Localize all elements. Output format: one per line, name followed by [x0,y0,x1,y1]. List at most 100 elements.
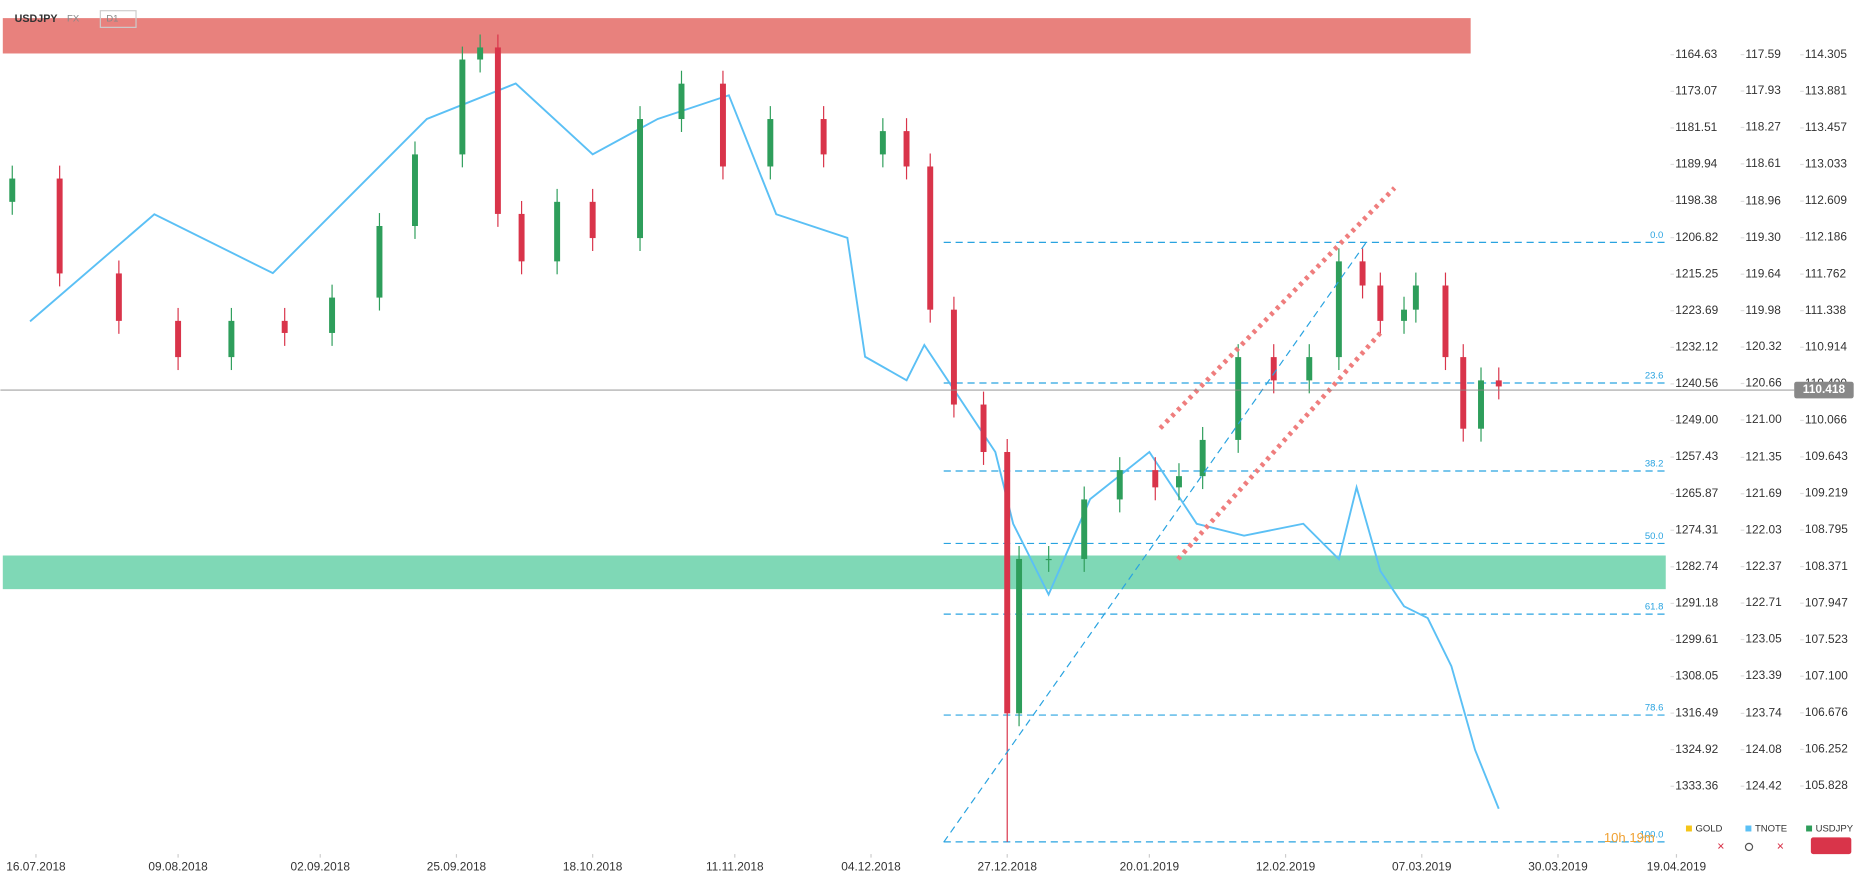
candle-body [589,201,596,239]
legend-button[interactable] [1810,837,1852,855]
legend-swatch [1685,825,1692,832]
legend-close[interactable]: ✕ [1717,841,1725,852]
y-tick-label: 1189.94 [1675,157,1717,171]
candle-body [719,83,726,167]
candle-body [1270,357,1277,381]
y-tick-label: 106.676 [1805,705,1848,719]
candle-body [1412,285,1419,310]
y-tick-label: 109.219 [1805,486,1848,500]
candle-body [1377,285,1384,321]
y-tick-label: 106.252 [1805,742,1848,756]
current-price-label: 110.418 [1803,382,1846,396]
y-tick-label: 113.881 [1805,83,1847,97]
x-tick-label: 25.09.2018 [427,859,487,873]
x-tick-label: 09.08.2018 [148,859,208,873]
y-tick-label: 107.100 [1805,668,1848,682]
candle-body [1460,357,1467,429]
y-tick-label: 1198.38 [1675,193,1717,207]
y-tick-label: 121.35 [1745,450,1782,464]
y-tick-label: 110.914 [1805,339,1847,353]
y-tick-label: 123.05 [1745,632,1782,646]
zone [2,18,1471,54]
candle-body [56,178,63,274]
y-tick-label: 1316.49 [1675,705,1718,719]
y-tick-label: 1291.18 [1675,596,1718,610]
fib-label: 100.0 [1640,829,1664,840]
y-tick-label: 105.828 [1805,778,1848,792]
legend-close[interactable]: ✕ [1776,841,1784,852]
x-tick-label: 02.09.2018 [291,859,351,873]
legend-label: USDJPY [1816,824,1854,835]
zone [2,555,1666,590]
candle-body [494,47,501,214]
candle-body [175,320,182,358]
y-tick-label: 114.305 [1805,47,1847,61]
y-tick-label: 119.98 [1745,303,1781,317]
candle-body [1199,439,1206,477]
y-tick-label: 123.39 [1745,668,1782,682]
y-tick-label: 117.59 [1745,47,1781,61]
candle-body [329,297,336,333]
y-tick-label: 1274.31 [1675,522,1718,536]
candle-body [678,83,685,120]
candle-body [1335,261,1342,358]
candle-body [1478,380,1484,429]
y-tick-label: 112.609 [1805,193,1847,207]
candle-body [9,178,16,202]
y-tick-label: 119.64 [1745,266,1781,280]
y-tick-label: 122.03 [1745,522,1782,536]
x-tick-label: 07.03.2019 [1392,859,1452,873]
countdown: 10h 19m [1604,830,1655,845]
fib-label: 38.2 [1645,458,1664,469]
candle-body [1152,470,1159,488]
y-tick-label: 109.643 [1805,449,1848,463]
candle-body [459,59,466,155]
y-tick-label: 111.338 [1805,303,1847,317]
candle-body [1116,470,1123,500]
x-tick-label: 04.12.2018 [841,859,901,873]
candle-body [477,47,484,60]
y-tick-label: 113.457 [1805,120,1847,134]
y-tick-label: 124.08 [1745,742,1782,756]
y-tick-label: 1333.36 [1675,778,1718,792]
y-tick-label: 1164.63 [1675,47,1717,61]
y-tick-label: 1257.43 [1675,449,1718,463]
candle-body [1401,309,1407,321]
y-tick-label: 118.96 [1745,194,1781,208]
candle-body [820,119,827,155]
candle-body [1235,357,1242,440]
timeframe[interactable]: D1 [106,14,118,25]
market[interactable]: FX [67,14,80,25]
x-tick-label: 19.04.2019 [1647,859,1707,873]
candle-body [637,119,644,239]
candle-body [927,166,934,310]
fib-label: 23.6 [1645,370,1664,381]
x-tick-label: 11.11.2018 [706,859,764,873]
y-tick-label: 107.523 [1805,632,1848,646]
x-tick-label: 30.03.2019 [1528,859,1588,873]
y-tick-label: 121.00 [1745,412,1782,426]
y-tick-label: 1240.56 [1675,376,1718,390]
y-tick-label: 110.066 [1805,413,1847,427]
drawings [943,186,1397,843]
candle-body [980,404,987,452]
y-tick-label: 124.42 [1745,778,1781,792]
candle-body [412,154,418,226]
y-tick-label: 112.186 [1805,230,1847,244]
x-tick-label: 20.01.2019 [1120,859,1180,873]
candle-body [554,201,561,262]
x-tick-label: 27.12.2018 [978,859,1038,873]
y-tick-label: 1299.61 [1675,632,1718,646]
x-tick-label: 16.07.2018 [6,859,66,873]
candle-body [1359,261,1366,286]
timeframe-box[interactable] [99,10,137,28]
y-tick-label: 122.37 [1745,559,1781,573]
fib-label: 78.6 [1645,702,1664,713]
y-tick-label: 1215.25 [1675,266,1718,280]
y-tick-label: 1181.51 [1675,120,1717,134]
candle-body [1016,558,1023,714]
y-tick-label: 1206.82 [1675,230,1718,244]
candle-body [767,119,774,167]
candle-body [1081,499,1088,559]
